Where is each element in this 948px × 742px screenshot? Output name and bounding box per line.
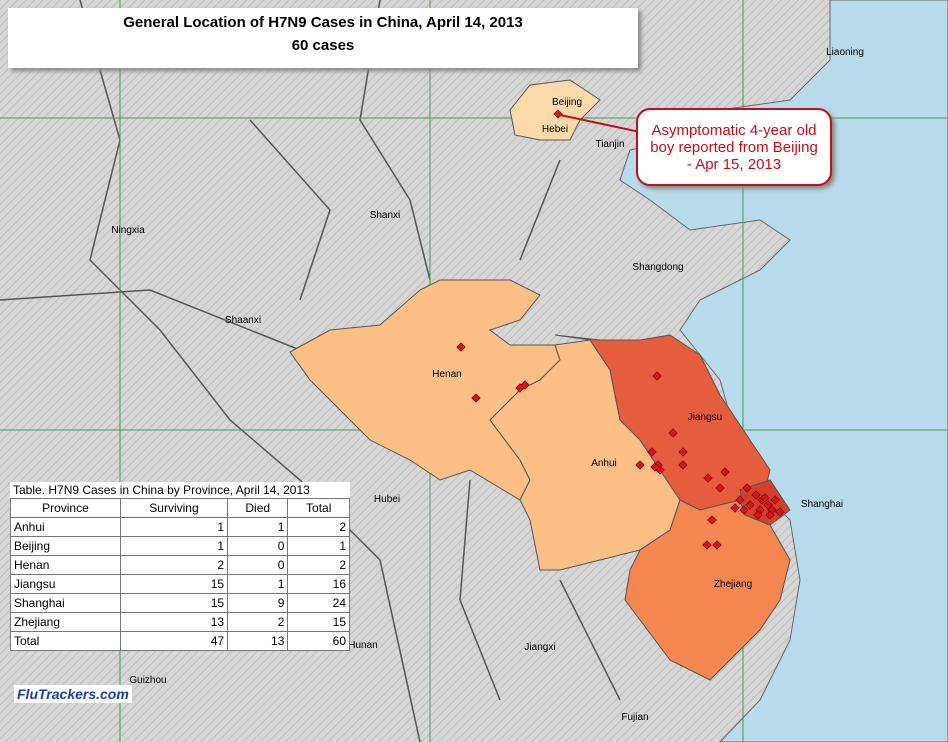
table-cell: 13: [227, 631, 289, 651]
case-marker: [742, 483, 752, 493]
table-cell: 1: [287, 536, 350, 556]
table-cell: Total: [10, 631, 121, 651]
table-cell: 1: [119, 517, 229, 537]
table-cell: Died: [227, 498, 289, 518]
case-marker: [763, 500, 773, 510]
map-label: Hebei: [542, 124, 568, 135]
table-cell: Surviving: [119, 498, 229, 518]
table-cell: 2: [287, 517, 350, 537]
table-cell: 0: [227, 536, 289, 556]
title: General Location of H7N9 Cases in China,…: [123, 14, 523, 31]
table-cell: Total: [287, 498, 350, 518]
case-marker: [652, 371, 662, 381]
map-label: Shanxi: [370, 210, 401, 221]
table-cell: 2: [227, 612, 289, 632]
table-cell: Province: [10, 498, 121, 518]
case-marker: [471, 393, 481, 403]
title-box: General Location of H7N9 Cases in China,…: [8, 8, 638, 68]
table: Province Surviving Died Total Anhui 1 1 2 Beijin…: [10, 498, 350, 651]
table-caption: Table. H7N9 Cases in China by Province, …: [13, 483, 310, 497]
table-cell: 16: [287, 574, 350, 594]
table-row: Henan 2 0 2: [10, 555, 350, 575]
case-marker: [553, 109, 563, 119]
case-marker: [668, 428, 678, 438]
case-marker: [730, 503, 740, 513]
case-marker: [703, 473, 713, 483]
case-marker: [765, 510, 775, 520]
case-marker: [735, 495, 745, 505]
case-marker: [707, 515, 717, 525]
table-cell: 13: [119, 612, 229, 632]
table-row: Jiangsu 15 1 16: [10, 574, 350, 594]
callout: Asymptomatic 4-year old boy reported fro…: [636, 108, 832, 186]
table-cell: 15: [119, 574, 229, 594]
case-marker: [635, 460, 645, 470]
map-label: Jiangsu: [688, 412, 722, 423]
map-label: Liaoning: [826, 47, 864, 58]
map-label: Jiangxi: [524, 642, 555, 653]
case-marker: [760, 493, 770, 503]
case-marker: [515, 383, 525, 393]
map-label: Guizhou: [129, 675, 166, 686]
table-cell: 15: [119, 593, 229, 613]
map-label: Beijing: [552, 97, 582, 108]
case-marker: [647, 447, 657, 457]
table-cell: 1: [227, 574, 289, 594]
table-cell: 2: [287, 555, 350, 575]
map-label: Hubei: [374, 494, 400, 505]
table-cell: Shanghai: [10, 593, 121, 613]
map-label: Tianjin: [595, 139, 624, 150]
table-cell: 1: [227, 517, 289, 537]
table-cell: Zhejiang: [10, 612, 121, 632]
table-row: Anhui 1 1 2: [10, 517, 350, 537]
map-label: Zhejiang: [714, 579, 752, 590]
table-cell: 15: [287, 612, 350, 632]
table-cell: 1: [119, 536, 229, 556]
case-marker: [770, 495, 780, 505]
case-marker: [751, 490, 761, 500]
case-marker: [712, 540, 722, 550]
case-markers: [456, 109, 785, 550]
table-cell: 0: [227, 555, 289, 575]
table-cell: Beijing: [10, 536, 121, 556]
map-label: Hunan: [348, 640, 377, 651]
table-row: Zhejiang 13 2 15: [10, 612, 350, 632]
map-label: Fujian: [621, 712, 648, 723]
case-marker: [678, 447, 688, 457]
case-marker: [739, 505, 749, 515]
case-marker: [650, 462, 660, 472]
table-cell: Anhui: [10, 517, 121, 537]
table-row: Total 47 13 60: [10, 631, 350, 651]
case-marker: [720, 467, 730, 477]
borders: [0, 0, 621, 742]
case-marker: [456, 342, 466, 352]
case-marker: [715, 483, 725, 493]
map-label: Anhui: [591, 458, 617, 469]
map-label: Henan: [432, 369, 461, 380]
map-label: Shaanxi: [225, 315, 261, 326]
table-cell: 9: [227, 593, 289, 613]
table-cell: 47: [119, 631, 229, 651]
table-row: Province Surviving Died Total: [10, 498, 350, 518]
map-label: Shangdong: [632, 262, 683, 273]
table-cell: 60: [287, 631, 350, 651]
table-cell: Jiangsu: [10, 574, 121, 594]
table-cell: 24: [287, 593, 350, 613]
table-cell: 2: [119, 555, 229, 575]
case-marker: [678, 460, 688, 470]
case-marker: [775, 507, 785, 517]
case-table: Table. H7N9 Cases in China by Province, …: [10, 482, 350, 651]
case-marker: [702, 540, 712, 550]
logo[interactable]: FluTrackers.com: [14, 685, 132, 703]
case-marker: [753, 510, 763, 520]
table-cell: Henan: [10, 555, 121, 575]
subtitle: 60 cases: [291, 37, 355, 54]
table-row: Beijing 1 0 1: [10, 536, 350, 556]
callout-pointer: [559, 114, 641, 133]
table-row: Shanghai 15 9 24: [10, 593, 350, 613]
case-marker: [745, 500, 755, 510]
map-label: Ningxia: [111, 225, 145, 236]
map-label: Shanghai: [801, 499, 843, 510]
